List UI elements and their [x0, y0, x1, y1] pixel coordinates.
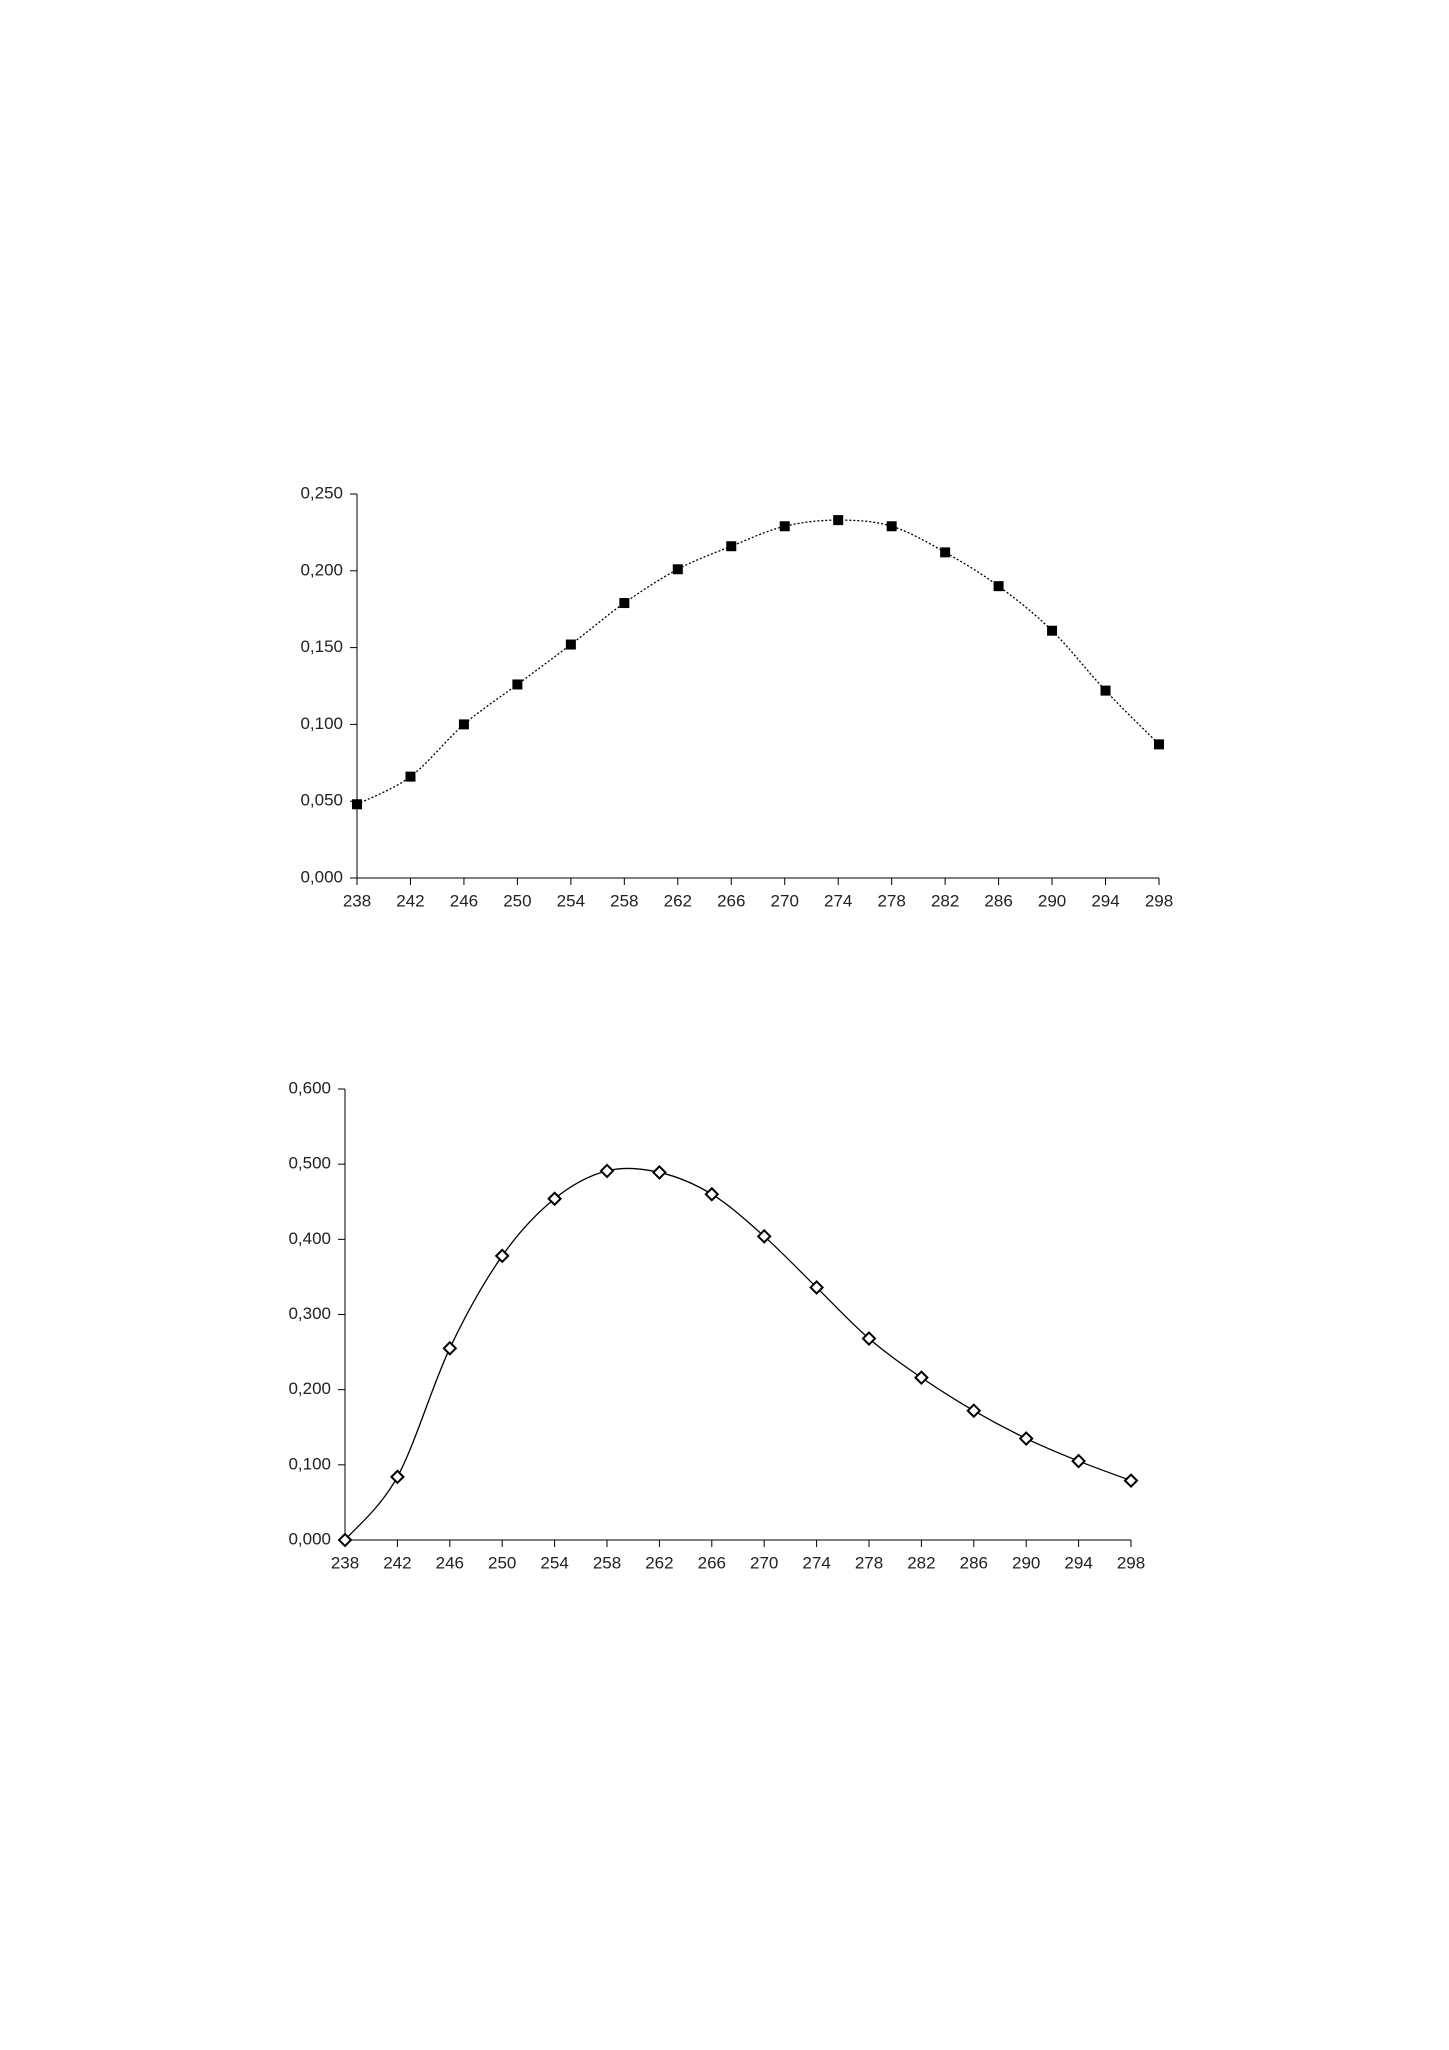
- x-tick-label: 254: [557, 891, 585, 910]
- marker: [1123, 1473, 1139, 1489]
- y-tick-label: 0,100: [288, 1454, 331, 1473]
- x-tick-label: 298: [1145, 891, 1173, 910]
- marker: [940, 547, 951, 558]
- y-tick-label: 0,400: [288, 1229, 331, 1248]
- x-tick-label: 246: [436, 1553, 464, 1572]
- marker: [779, 521, 790, 532]
- marker: [886, 521, 897, 532]
- y-tick-label: 0,000: [288, 1529, 331, 1548]
- y-tick-label: 0,300: [288, 1304, 331, 1323]
- x-tick-label: 274: [824, 891, 852, 910]
- marker: [458, 719, 469, 730]
- marker: [861, 1331, 877, 1346]
- y-tick-label: 0,200: [300, 560, 343, 579]
- data-line: [356, 519, 1160, 805]
- marker: [809, 1280, 825, 1295]
- marker: [405, 771, 416, 782]
- marker: [651, 1165, 667, 1180]
- marker: [599, 1163, 615, 1179]
- x-tick-label: 266: [717, 891, 745, 910]
- marker: [726, 541, 737, 552]
- x-tick-label: 290: [1038, 891, 1066, 910]
- marker: [756, 1228, 772, 1244]
- marker: [672, 564, 683, 575]
- x-tick-label: 286: [960, 1553, 988, 1572]
- y-tick-label: 0,050: [300, 791, 343, 810]
- x-tick-label: 258: [610, 891, 638, 910]
- marker: [337, 1532, 353, 1548]
- x-tick-label: 290: [1012, 1553, 1040, 1572]
- x-tick-label: 270: [771, 891, 799, 910]
- marker: [1071, 1453, 1087, 1469]
- marker: [704, 1186, 720, 1202]
- x-tick-label: 242: [383, 1553, 411, 1572]
- y-tick-label: 0,600: [288, 1078, 331, 1097]
- marker: [352, 799, 362, 810]
- y-tick-label: 0,000: [300, 867, 343, 886]
- x-tick-label: 238: [331, 1553, 359, 1572]
- y-tick-label: 0,250: [300, 483, 343, 502]
- x-tick-label: 278: [877, 891, 905, 910]
- marker: [1100, 685, 1111, 696]
- x-tick-label: 242: [396, 891, 424, 910]
- marker: [619, 598, 630, 609]
- y-tick-label: 0,200: [288, 1379, 331, 1398]
- y-tick-label: 0,500: [288, 1154, 331, 1173]
- x-tick-label: 262: [664, 891, 692, 910]
- marker: [389, 1469, 405, 1485]
- marker: [1047, 625, 1058, 636]
- x-tick-label: 238: [343, 891, 371, 910]
- x-tick-label: 294: [1091, 891, 1119, 910]
- x-tick-label: 282: [907, 1553, 935, 1572]
- marker: [1154, 739, 1164, 750]
- marker: [547, 1191, 563, 1207]
- marker: [913, 1370, 929, 1386]
- x-tick-label: 274: [802, 1553, 830, 1572]
- x-tick-label: 262: [645, 1553, 673, 1572]
- x-tick-label: 286: [984, 891, 1012, 910]
- marker: [993, 581, 1004, 592]
- y-tick-label: 0,100: [300, 714, 343, 733]
- marker: [833, 515, 844, 526]
- y-tick-label: 0,150: [300, 637, 343, 656]
- x-tick-label: 294: [1064, 1553, 1092, 1572]
- x-tick-label: 282: [931, 891, 959, 910]
- x-tick-label: 250: [488, 1553, 516, 1572]
- x-tick-label: 278: [855, 1553, 883, 1572]
- marker: [966, 1403, 982, 1419]
- x-tick-label: 258: [593, 1553, 621, 1572]
- marker: [512, 679, 523, 690]
- x-tick-label: 298: [1117, 1553, 1145, 1572]
- data-line: [344, 1167, 1132, 1541]
- x-tick-label: 246: [450, 891, 478, 910]
- x-tick-label: 266: [698, 1553, 726, 1572]
- x-tick-label: 254: [540, 1553, 568, 1572]
- marker: [1018, 1431, 1034, 1446]
- marker: [494, 1248, 510, 1264]
- marker: [442, 1340, 458, 1356]
- x-tick-label: 250: [503, 891, 531, 910]
- x-tick-label: 270: [750, 1553, 778, 1572]
- marker: [565, 639, 576, 650]
